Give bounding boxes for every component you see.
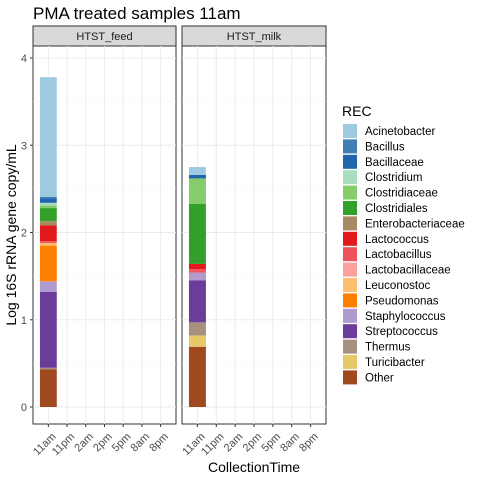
bar-segment-bacillus xyxy=(39,196,57,199)
facet-panel-htst-feed: HTST_feed xyxy=(32,25,177,425)
legend-label: Pseudomonas xyxy=(365,295,439,307)
facet-panel-htst-milk: HTST_milk xyxy=(181,25,327,425)
bar-segment-enterobacteriaceae xyxy=(39,221,57,226)
legend-label: Enterobacteriaceae xyxy=(365,218,465,230)
bar-segment-leuconostoc xyxy=(39,242,57,246)
legend-swatch xyxy=(343,339,357,354)
x-tick-label: 2am xyxy=(72,431,96,455)
legend-label: Clostridiaceae xyxy=(365,188,438,200)
bar-segment-clostridiaceae xyxy=(39,205,57,209)
legend-label: Clostridiales xyxy=(365,203,428,215)
bar-stack-htst-feed xyxy=(39,77,57,407)
bar-segment-staphylococcus xyxy=(39,281,57,292)
legend-label: Clostridium xyxy=(365,172,423,184)
legend-label: Lactobacillaceae xyxy=(365,265,451,277)
bar-segment-acinetobacter xyxy=(39,77,57,197)
bar-segment-streptococcus xyxy=(188,280,206,323)
bar-segment-streptococcus xyxy=(39,291,57,368)
legend-label: Turicibacter xyxy=(365,357,425,369)
legend-swatch xyxy=(343,262,357,277)
legend-label: Staphylococcus xyxy=(365,311,446,323)
bar-segment-acinetobacter xyxy=(188,167,206,175)
x-tick-label: 2pm xyxy=(91,431,115,455)
legend-swatch xyxy=(343,139,357,154)
bar-segment-bacillaceae xyxy=(39,198,57,203)
legend-label: Lactobacillus xyxy=(365,249,432,261)
y-axis: 0 1 2 3 4 xyxy=(21,53,33,414)
legend-label: Acinetobacter xyxy=(365,126,435,138)
legend-swatch xyxy=(343,247,357,262)
legend-label: Leuconostoc xyxy=(365,280,430,292)
x-axis-title: CollectionTime xyxy=(208,459,300,475)
y-axis-title: Log 16S rRNA gene copy/mL xyxy=(3,144,19,326)
bar-segment-thermus xyxy=(188,322,206,336)
legend-swatch xyxy=(343,308,357,323)
bar-segment-turicibacter xyxy=(188,335,206,347)
gridlines xyxy=(182,46,326,424)
legend-swatch xyxy=(343,324,357,339)
legend-swatch xyxy=(343,370,357,385)
y-tick-label: 1 xyxy=(21,315,27,327)
x-tick-label: 8am xyxy=(278,431,302,455)
bar-segment-clostridiales xyxy=(188,203,206,264)
legend-swatch xyxy=(343,185,357,200)
legend-label: Lactococcus xyxy=(365,234,429,246)
legend-label: Bacillus xyxy=(365,141,405,153)
legend-items: Acinetobacter Bacillus Bacillaceae Clostrid… xyxy=(343,124,465,385)
bar-segment-bacillaceae xyxy=(188,174,206,179)
legend-swatch xyxy=(343,231,357,246)
bar-segment-clostridium xyxy=(39,202,57,206)
x-tick-label: 8am xyxy=(129,431,153,455)
x-tick-label: 2pm xyxy=(241,431,265,455)
x-tick-label: 8pm xyxy=(297,431,321,455)
legend-title: REC xyxy=(342,103,372,119)
bar-segment-pseudomonas xyxy=(39,245,57,282)
legend-swatch xyxy=(343,278,357,292)
legend-label: Thermus xyxy=(365,342,411,354)
legend: REC Acinetobacter Bacillus Bacillaceae Clos… xyxy=(342,103,465,385)
legend-swatch xyxy=(343,124,357,138)
legend-swatch xyxy=(343,154,357,169)
y-tick-label: 0 xyxy=(21,402,27,414)
x-tick-label: 8pm xyxy=(147,431,171,455)
y-tick-label: 2 xyxy=(21,228,27,240)
bar-segment-lactococcus xyxy=(188,263,206,270)
x-tick-label: 2am xyxy=(222,431,246,455)
x-tick-label: 5pm xyxy=(259,431,283,455)
legend-swatch xyxy=(343,170,357,185)
y-tick-label: 3 xyxy=(21,140,27,152)
bar-segment-lactobacillus xyxy=(188,269,206,273)
bar-segment-lactobacillus xyxy=(39,241,57,243)
x-tick-label: 5pm xyxy=(110,431,134,455)
legend-swatch xyxy=(343,293,357,308)
legend-label: Bacillaceae xyxy=(365,157,424,169)
bar-stack-htst-milk xyxy=(188,167,206,407)
bar-segment-lactococcus xyxy=(39,225,57,242)
bar-segment-thermus xyxy=(39,367,57,370)
bar-segment-staphylococcus xyxy=(188,272,206,281)
y-tick-label: 4 xyxy=(21,53,27,65)
bar-segment-clostridiaceae xyxy=(188,178,206,204)
facet-strip-label: HTST_milk xyxy=(227,31,282,43)
bar-segment-other xyxy=(39,369,57,407)
bar-segment-other xyxy=(188,346,206,407)
legend-swatch xyxy=(343,216,357,231)
legend-swatch xyxy=(343,355,357,369)
facet-strip-label: HTST_feed xyxy=(76,31,132,43)
legend-label: Other xyxy=(365,372,394,384)
bar-segment-clostridiales xyxy=(39,208,57,222)
chart-title: PMA treated samples 11am xyxy=(33,4,241,23)
legend-swatch xyxy=(343,201,357,215)
legend-label: Streptococcus xyxy=(365,326,438,338)
